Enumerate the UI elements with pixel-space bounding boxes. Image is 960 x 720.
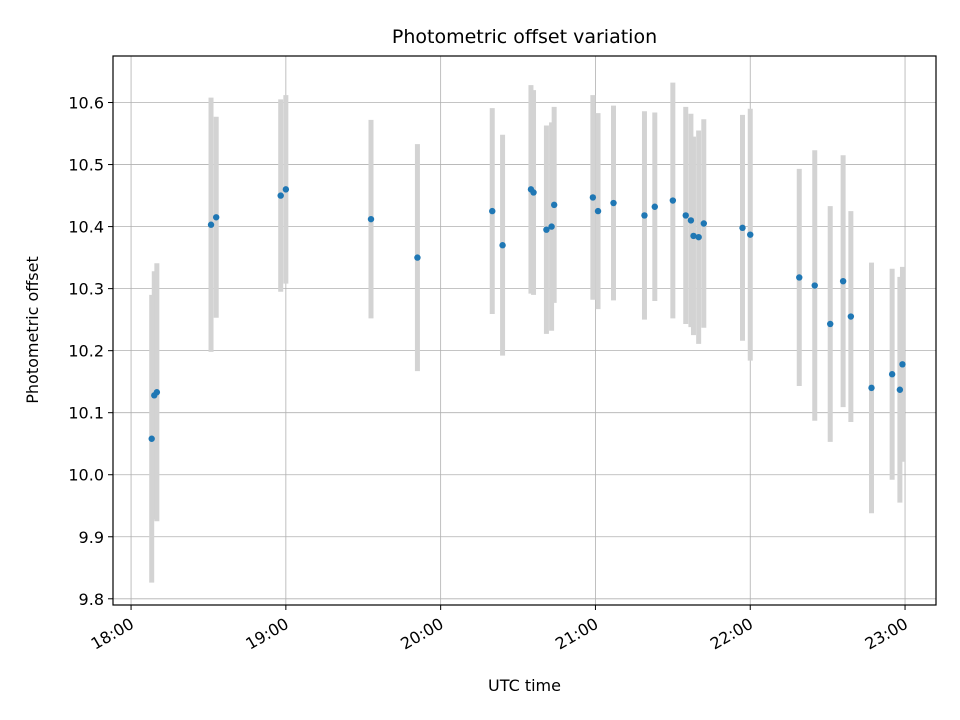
data-point (700, 220, 708, 227)
y-tick-label: 10.1 (68, 404, 104, 423)
data-point (594, 207, 602, 215)
data-point (899, 361, 906, 368)
data-point (651, 203, 658, 210)
data-point (282, 186, 290, 193)
data-points (148, 186, 906, 442)
data-point (414, 254, 421, 261)
data-point (827, 320, 834, 328)
y-tick-label: 10.0 (68, 466, 104, 485)
data-point (682, 212, 689, 219)
data-point (610, 199, 617, 207)
data-point (868, 384, 875, 392)
data-point (847, 313, 855, 320)
data-point (796, 274, 803, 281)
x-tick-label: 19:00 (242, 614, 291, 654)
chart-title: Photometric offset variation (392, 26, 657, 48)
x-axis-ticks: 18:00 19:00 20:00 21:00 22:00 23:00 (88, 605, 911, 654)
y-tick-label: 10.2 (68, 342, 104, 361)
data-point (489, 207, 496, 215)
y-axis-label: Photometric offset (23, 256, 42, 404)
x-tick-label: 23:00 (862, 614, 911, 654)
error-bars (149, 82, 905, 583)
data-point (739, 224, 746, 232)
data-point (367, 215, 375, 223)
data-point (277, 192, 284, 199)
x-tick-label: 20:00 (397, 614, 446, 654)
y-tick-label: 10.6 (68, 94, 104, 113)
plot-frame (112, 55, 937, 606)
data-point (207, 221, 215, 228)
y-tick-label: 10.3 (68, 280, 104, 299)
data-point (548, 223, 555, 230)
data-point (550, 201, 558, 209)
data-point (499, 242, 506, 249)
x-tick-label: 22:00 (707, 614, 756, 654)
data-point (839, 277, 847, 285)
y-tick-label: 10.5 (68, 156, 104, 175)
data-point (687, 217, 695, 224)
y-tick-label: 10.4 (68, 218, 104, 237)
data-point (543, 226, 550, 233)
y-tick-label: 9.8 (79, 590, 104, 609)
data-point (148, 435, 155, 442)
data-point (896, 386, 904, 393)
y-axis-ticks: 9.8 9.9 10.0 10.1 10.2 10.3 10.4 10.5 10.6 (68, 94, 113, 609)
data-point (589, 194, 597, 201)
data-point (695, 233, 702, 241)
x-tick-label: 21:00 (552, 614, 601, 654)
data-point (811, 282, 818, 289)
x-tick-label: 18:00 (88, 614, 137, 654)
data-point (747, 231, 754, 238)
y-tick-label: 9.9 (79, 528, 104, 547)
data-point (690, 232, 697, 240)
data-point (669, 197, 677, 204)
data-point (888, 371, 896, 378)
data-point (212, 214, 220, 221)
data-point (530, 189, 537, 196)
data-point (641, 212, 648, 219)
x-axis-label: UTC time (488, 676, 561, 695)
data-point (153, 389, 161, 396)
